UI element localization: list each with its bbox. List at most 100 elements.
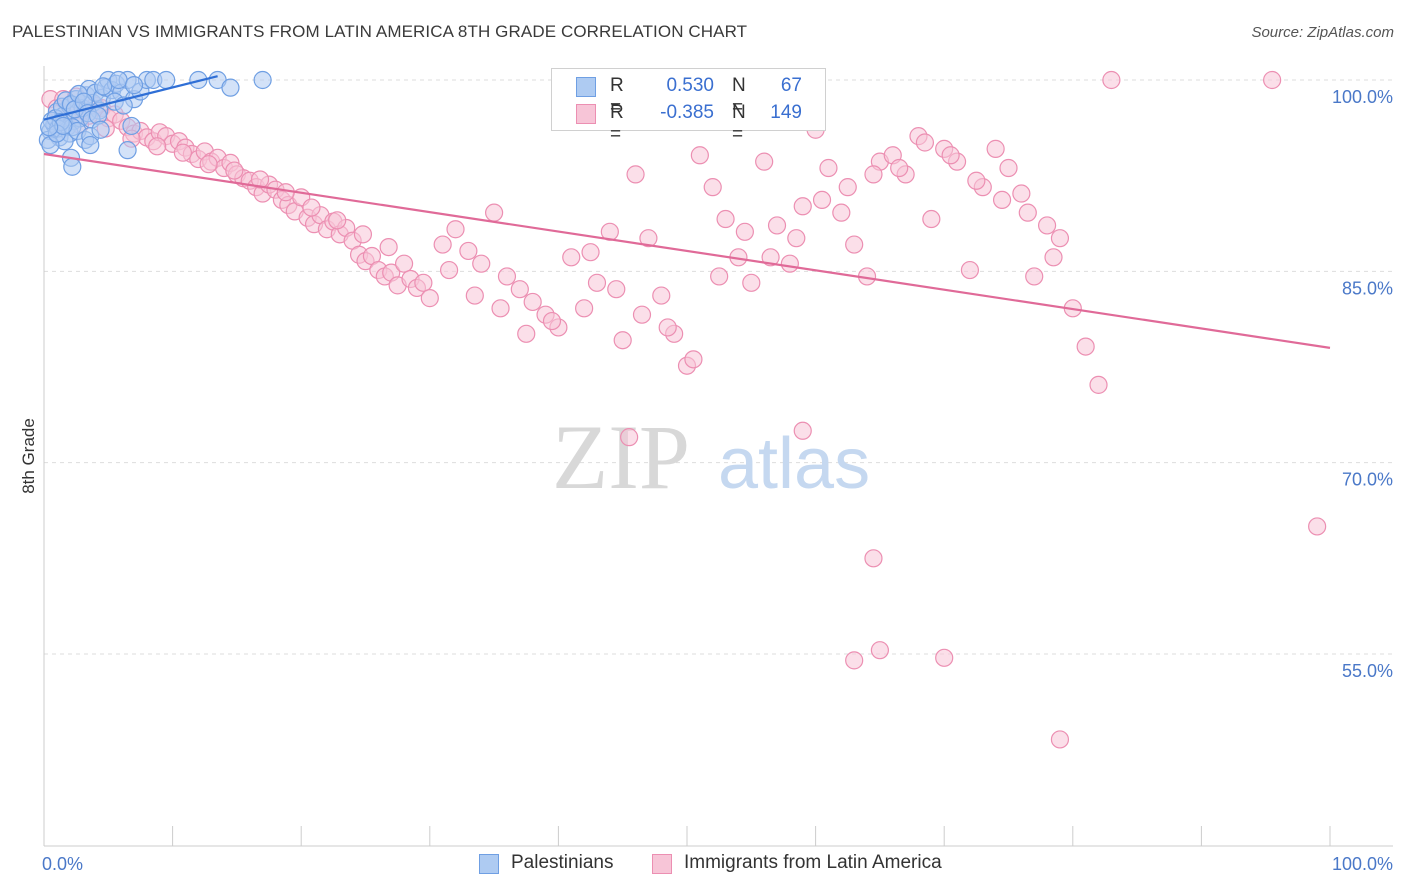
latin-america-point xyxy=(658,318,677,337)
legend-swatch-blue xyxy=(576,77,596,97)
latin-america-point xyxy=(148,137,167,156)
latin-america-point xyxy=(620,428,639,447)
palestinian-point xyxy=(122,116,141,136)
latin-america-point xyxy=(999,158,1018,178)
watermark: ZIP atlas xyxy=(552,406,870,508)
latin-america-point xyxy=(1037,216,1057,235)
latin-america-point xyxy=(761,248,780,267)
y-tick-label: 85.0% xyxy=(1342,278,1393,298)
latin-america-point xyxy=(1012,184,1031,203)
legend-swatch-blue xyxy=(479,854,499,874)
latin-america-point xyxy=(864,165,883,184)
latin-america-point xyxy=(793,197,812,216)
legend-r-label: R = xyxy=(610,102,624,145)
latin-america-point xyxy=(845,235,864,254)
x-ticks xyxy=(43,826,1331,846)
latin-america-point xyxy=(735,222,754,241)
series-palestinians-points xyxy=(38,70,272,176)
palestinian-point xyxy=(109,70,128,90)
latin-america-point xyxy=(613,331,632,350)
y-tick-label: 70.0% xyxy=(1342,470,1393,490)
legend-n-label: N = xyxy=(732,102,746,145)
latin-america-point xyxy=(703,178,722,197)
latin-america-point xyxy=(639,229,658,248)
latin-america-point xyxy=(250,170,270,189)
latin-america-point xyxy=(780,254,799,273)
latin-america-point xyxy=(379,237,398,257)
latin-america-point xyxy=(626,165,645,184)
watermark-zip: ZIP xyxy=(552,406,690,508)
latin-america-point xyxy=(459,241,478,261)
legend-swatch-pink xyxy=(652,854,672,874)
latin-america-point xyxy=(838,178,857,197)
legend-label-palestinians: Palestinians xyxy=(511,852,614,873)
legend-r-value: 0.530 xyxy=(666,75,714,96)
series-legend: Palestinians Immigrants from Latin Ameri… xyxy=(0,852,1406,878)
palestinian-point xyxy=(253,70,272,90)
latin-america-point xyxy=(420,289,439,308)
latin-america-point xyxy=(986,139,1005,158)
x-tick-label-min: 0.0% xyxy=(42,854,83,874)
latin-america-point xyxy=(992,190,1012,210)
latin-america-point xyxy=(742,273,761,292)
latin-america-point xyxy=(485,203,504,222)
palestinian-point xyxy=(124,76,144,95)
palestinian-point xyxy=(91,120,110,139)
latin-america-point xyxy=(439,260,459,280)
palestinian-point xyxy=(63,157,82,176)
latin-america-point xyxy=(890,158,909,178)
latin-america-point xyxy=(632,305,652,324)
latin-america-point xyxy=(935,648,954,667)
axes xyxy=(43,66,1393,847)
latin-america-point xyxy=(710,267,729,286)
latin-america-point xyxy=(967,171,986,190)
legend-n-value: 149 xyxy=(770,102,802,123)
legend-swatch-pink xyxy=(576,104,596,124)
latin-america-point xyxy=(433,235,452,254)
palestinian-point xyxy=(221,78,240,97)
latin-america-point xyxy=(414,273,433,292)
latin-america-point xyxy=(832,203,851,222)
latin-america-point xyxy=(510,280,529,299)
palestinian-point xyxy=(157,70,176,90)
palestinian-point xyxy=(40,118,59,137)
latin-america-point xyxy=(472,254,491,273)
latin-america-point xyxy=(845,651,864,670)
latin-america-point xyxy=(787,229,806,248)
latin-america-point xyxy=(812,190,832,210)
latin-america-point xyxy=(497,267,517,286)
trend-lines xyxy=(43,75,1331,349)
latin-america-point xyxy=(941,146,960,165)
palestinian-point xyxy=(118,141,137,160)
legend-n-label: N = xyxy=(732,75,746,118)
latin-america-point xyxy=(652,286,671,305)
latin-america-point xyxy=(1050,229,1070,248)
legend-r-label: R = xyxy=(610,75,624,118)
grid-lines xyxy=(44,79,1393,655)
latin-america-point xyxy=(1018,203,1037,222)
latin-america-point xyxy=(446,220,465,239)
latin-america-point xyxy=(1044,248,1063,267)
latin-america-point xyxy=(353,225,373,244)
latin-america-point xyxy=(491,299,510,318)
latin-america-point xyxy=(864,549,883,568)
y-axis-label: 8th Grade xyxy=(19,418,38,494)
legend-n-value: 67 xyxy=(780,75,802,96)
latin-america-point xyxy=(1025,267,1044,286)
latin-america-point xyxy=(328,211,347,230)
latin-america-point xyxy=(1050,730,1070,749)
legend-label-latin-america: Immigrants from Latin America xyxy=(684,852,942,873)
latin-america-point xyxy=(581,243,600,262)
latin-america-point xyxy=(690,146,709,165)
chart-title: PALESTINIAN VS IMMIGRANTS FROM LATIN AME… xyxy=(12,22,748,41)
latin-america-point xyxy=(394,254,414,273)
latin-america-point xyxy=(1076,337,1095,356)
latin-america-point xyxy=(587,273,607,292)
latin-america-point xyxy=(793,421,812,440)
latin-america-point xyxy=(819,158,838,178)
trend-line-palestinians xyxy=(43,75,218,121)
y-tick-label: 100.0% xyxy=(1332,87,1393,107)
latin-america-point xyxy=(755,152,774,171)
latin-america-point xyxy=(173,143,192,162)
